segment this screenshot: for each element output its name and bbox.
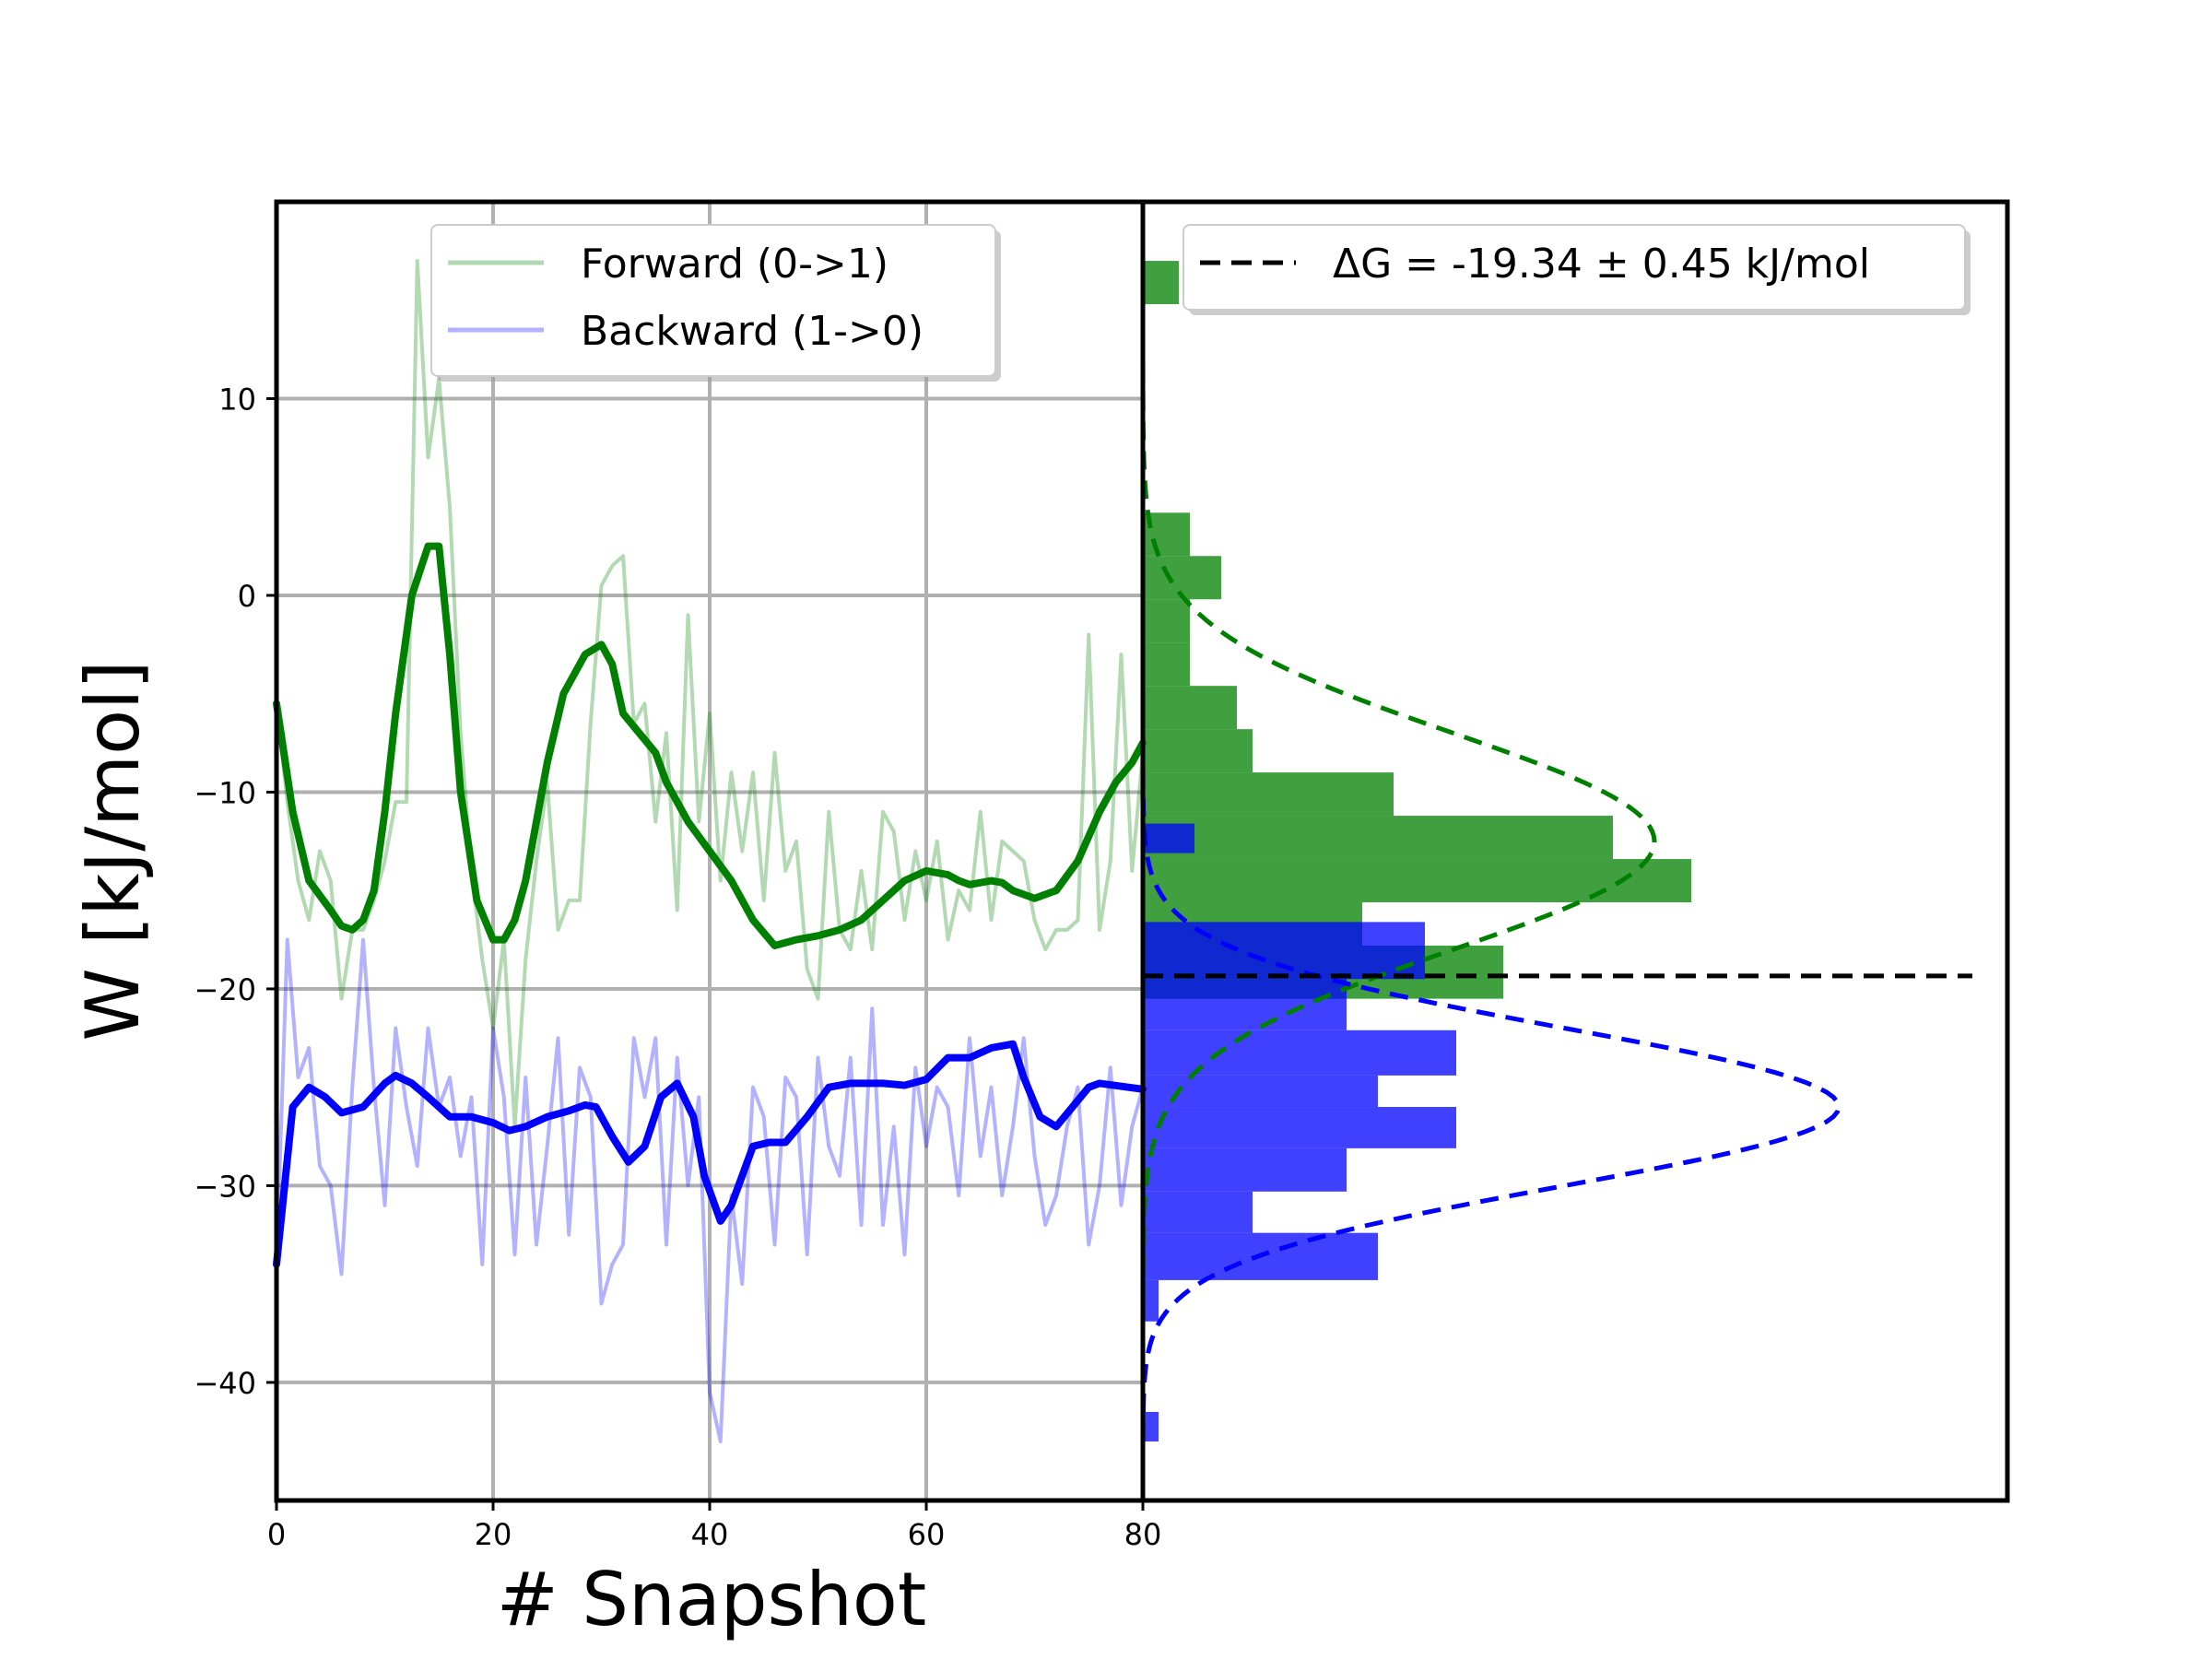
right-legend: ΔG = -19.34 ± 0.45 kJ/mol: [1182, 224, 1971, 315]
y-axis-ticks: 10 0 −10 −20 −30 −40: [194, 382, 276, 1401]
hist-bar-backward: [1143, 1107, 1456, 1148]
hist-bar-forward: [1143, 729, 1253, 773]
hist-bar-forward: [1143, 642, 1190, 687]
x-axis-ticks: 0 20 40 60 80: [267, 1500, 1162, 1552]
y-tick-label: −30: [194, 1169, 256, 1204]
work-histograms: [1143, 261, 1691, 1441]
raw-line-backward: [275, 937, 1145, 1443]
y-tick-label: −10: [194, 775, 256, 810]
x-tick-label: 20: [475, 1517, 512, 1552]
smoothed-work-traces: [273, 542, 1147, 1268]
left-legend-box: [430, 224, 996, 377]
left-legend: Forward (0->1) Backward (1->0): [430, 224, 1001, 382]
hist-bar-backward: [1143, 1030, 1456, 1076]
legend-forward-label: Forward (0->1): [581, 241, 888, 288]
smooth-line-forward: [273, 542, 1147, 949]
hist-bar-backward: [1143, 922, 1425, 980]
gauss-fit-backward: [1140, 693, 1841, 1441]
legend-backward-label: Backward (1->0): [581, 308, 924, 355]
raw-line-forward: [275, 259, 1145, 1129]
x-tick-label: 80: [1124, 1517, 1162, 1552]
y-tick-label: 0: [238, 579, 256, 614]
hist-bar-backward: [1143, 1075, 1378, 1108]
hist-bar-forward: [1143, 556, 1221, 600]
hist-bar-backward: [1143, 979, 1347, 1030]
legend-delta-g-label: ΔG = -19.34 ± 0.45 kJ/mol: [1333, 241, 1870, 288]
hist-bar-forward: [1143, 816, 1613, 860]
x-tick-label: 0: [267, 1517, 286, 1552]
x-tick-label: 40: [691, 1517, 729, 1552]
hist-bar-forward: [1143, 261, 1179, 305]
hist-bar-backward: [1143, 1147, 1347, 1192]
smooth-line-backward: [273, 1040, 1147, 1268]
gaussian-fits: [1140, 300, 1841, 1481]
x-tick-label: 60: [908, 1517, 946, 1552]
y-axis-title: W [kJ/mol]: [70, 661, 156, 1041]
x-axis-title: # Snapshot: [497, 1557, 926, 1642]
gauss-fit-forward: [1140, 300, 1657, 1481]
hist-bar-backward: [1143, 823, 1194, 853]
right-panel-frame: [1140, 199, 2010, 1503]
hist-bar-forward: [1143, 772, 1394, 817]
hist-bar-forward: [1143, 599, 1190, 643]
y-tick-label: −20: [194, 972, 256, 1007]
raw-work-traces: [275, 259, 1145, 1443]
hist-bar-backward: [1143, 1191, 1253, 1233]
hist-bar-backward: [1143, 1279, 1159, 1322]
y-tick-label: −40: [194, 1366, 256, 1401]
right-legend-box: [1182, 224, 1966, 311]
hist-bar-forward: [1143, 686, 1237, 730]
hist-bar-forward: [1143, 859, 1691, 903]
hist-bar-backward: [1143, 1411, 1159, 1441]
y-tick-label: 10: [218, 382, 256, 417]
